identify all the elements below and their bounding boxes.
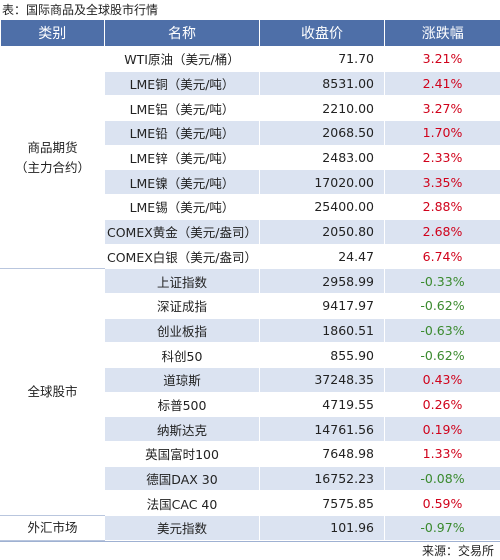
instrument-name: LME铝（美元/吨） (105, 96, 260, 121)
category-cell: 外汇市场 (1, 516, 105, 541)
instrument-name: 深证成指 (105, 293, 260, 318)
change-pct: 0.26% (385, 392, 500, 417)
category-label: 外汇市场 (27, 520, 77, 535)
close-price: 37248.35 (260, 367, 385, 392)
header-name: 名称 (105, 20, 260, 47)
close-price: 7648.98 (260, 442, 385, 467)
instrument-name: 德国DAX 30 (105, 466, 260, 491)
category-label: 全球股市 (27, 384, 77, 399)
instrument-name: LME镍（美元/吨） (105, 170, 260, 195)
change-pct: 0.19% (385, 417, 500, 442)
change-pct: 0.59% (385, 491, 500, 516)
close-price: 16752.23 (260, 466, 385, 491)
change-pct: -0.08% (385, 466, 500, 491)
instrument-name: 科创50 (105, 343, 260, 368)
close-price: 71.70 (260, 47, 385, 72)
instrument-name: WTI原油（美元/桶） (105, 47, 260, 72)
change-pct: -0.33% (385, 269, 500, 294)
close-price: 2958.99 (260, 269, 385, 294)
close-price: 24.47 (260, 244, 385, 269)
change-pct: -0.63% (385, 318, 500, 343)
instrument-name: 纳斯达克 (105, 417, 260, 442)
category-label: 商品期货 （主力合约） (15, 140, 90, 175)
category-cell: 全球股市 (1, 269, 105, 516)
change-pct: 2.68% (385, 219, 500, 244)
close-price: 14761.56 (260, 417, 385, 442)
change-pct: -0.62% (385, 343, 500, 368)
instrument-name: 道琼斯 (105, 367, 260, 392)
close-price: 855.90 (260, 343, 385, 368)
change-pct: 2.41% (385, 71, 500, 96)
source-note: 来源：交易所 (0, 541, 500, 560)
change-pct: 0.43% (385, 367, 500, 392)
table-caption: 表：国际商品及全球股市行情 (0, 0, 500, 20)
close-price: 8531.00 (260, 71, 385, 96)
change-pct: 6.74% (385, 244, 500, 269)
change-pct: 1.33% (385, 442, 500, 467)
instrument-name: COMEX黄金（美元/盎司） (105, 219, 260, 244)
category-cell: 商品期货 （主力合约） (1, 47, 105, 269)
instrument-name: LME锡（美元/吨） (105, 195, 260, 220)
instrument-name: 美元指数 (105, 516, 260, 541)
close-price: 2483.00 (260, 145, 385, 170)
close-price: 9417.97 (260, 293, 385, 318)
header-category: 类别 (1, 20, 105, 47)
header-change-pct: 涨跌幅 (385, 20, 500, 47)
instrument-name: COMEX白银（美元/盎司） (105, 244, 260, 269)
close-price: 2210.00 (260, 96, 385, 121)
close-price: 1860.51 (260, 318, 385, 343)
change-pct: 1.70% (385, 121, 500, 146)
change-pct: 2.88% (385, 195, 500, 220)
close-price: 4719.55 (260, 392, 385, 417)
market-table: 类别 名称 收盘价 涨跌幅 商品期货 （主力合约）WTI原油（美元/桶）71.7… (0, 20, 500, 541)
instrument-name: 法国CAC 40 (105, 491, 260, 516)
instrument-name: LME铅（美元/吨） (105, 121, 260, 146)
instrument-name: 上证指数 (105, 269, 260, 294)
header-row: 类别 名称 收盘价 涨跌幅 (1, 20, 500, 47)
change-pct: 3.21% (385, 47, 500, 72)
close-price: 7575.85 (260, 491, 385, 516)
change-pct: 3.27% (385, 96, 500, 121)
instrument-name: LME铜（美元/吨） (105, 71, 260, 96)
instrument-name: 标普500 (105, 392, 260, 417)
change-pct: 3.35% (385, 170, 500, 195)
change-pct: -0.62% (385, 293, 500, 318)
change-pct: -0.97% (385, 516, 500, 541)
instrument-name: 英国富时100 (105, 442, 260, 467)
close-price: 25400.00 (260, 195, 385, 220)
close-price: 101.96 (260, 516, 385, 541)
instrument-name: 创业板指 (105, 318, 260, 343)
change-pct: 2.33% (385, 145, 500, 170)
close-price: 2068.50 (260, 121, 385, 146)
close-price: 17020.00 (260, 170, 385, 195)
instrument-name: LME锌（美元/吨） (105, 145, 260, 170)
close-price: 2050.80 (260, 219, 385, 244)
header-close-price: 收盘价 (260, 20, 385, 47)
